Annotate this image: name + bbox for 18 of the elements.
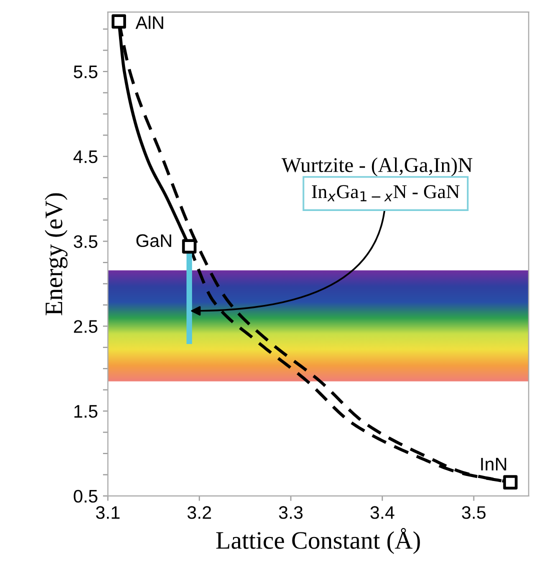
x-tick-label: 3.4 [370,506,394,519]
annotation: In$_{x}$Ga$_{1−x}$N - GaN [312,185,460,202]
x-tick-label: 3.1 [96,506,120,519]
y-tick-label: 0.5 [74,490,98,503]
x-tick-label: 3.3 [278,506,303,519]
annotation: Wurtzite - (Al,Ga,In)N [282,157,472,176]
y-axis-title: Energy (eV) [44,193,68,316]
y-tick-label: 4.5 [73,150,98,164]
y-tick-label: 2.5 [74,320,98,333]
annotation: AlN [136,16,164,29]
y-tick-label: 5.5 [74,66,98,78]
x-tick-label: 3.5 [462,506,486,519]
annotation: InN [481,458,506,470]
y-tick-label: 3.5 [74,235,98,248]
y-tick-label: 1.5 [74,405,98,418]
x-tick-label: 3.2 [187,506,211,519]
annotation: GaN [136,234,172,248]
x-axis-title: Lattice Constant (Å) [216,528,420,554]
